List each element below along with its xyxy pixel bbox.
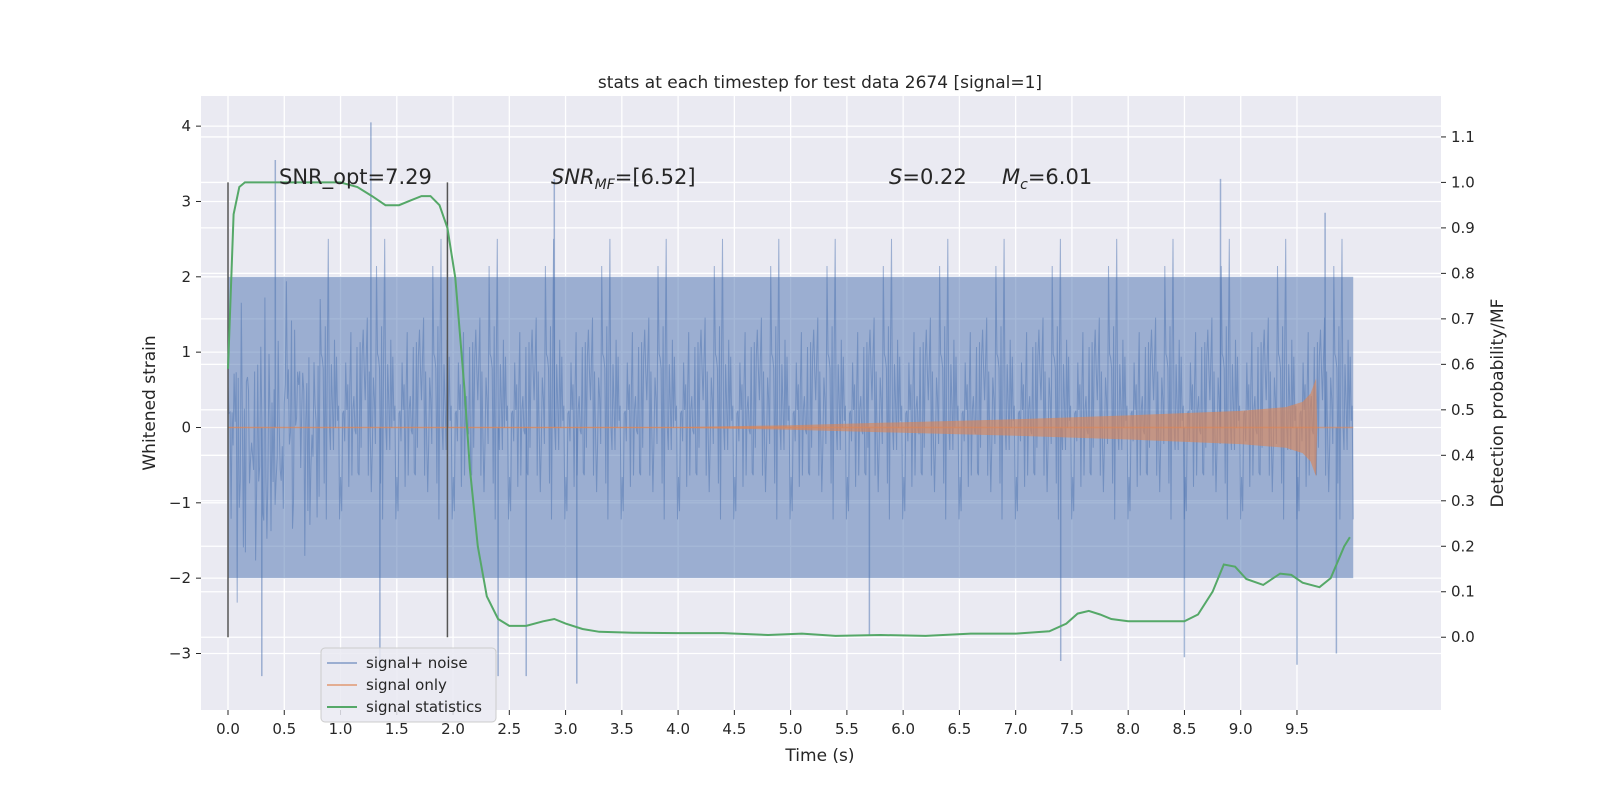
y-tick-label-left: −1 xyxy=(169,494,191,512)
y-tick-label-right: 0.1 xyxy=(1451,583,1475,601)
y-axis-label-left: Whitened strain xyxy=(140,335,160,470)
x-axis-label: Time (s) xyxy=(784,746,854,766)
y-tick-label-left: 2 xyxy=(181,268,191,286)
x-tick-label: 4.0 xyxy=(666,720,690,738)
y-tick-label-right: 0.6 xyxy=(1451,355,1475,373)
x-tick-label: 8.5 xyxy=(1173,720,1197,738)
axes: 0.0 0.5 1.0 1.5 2.0 2.5 3.0 3.5 4.0 4.5 5.0 5.5 6.0 6… xyxy=(169,117,1475,738)
x-tick-label: 6.5 xyxy=(947,720,971,738)
y-tick-label-right: 0.9 xyxy=(1451,219,1475,237)
y-tick-label-left: 4 xyxy=(181,117,191,135)
x-tick-label: 9.5 xyxy=(1285,720,1309,738)
s-annotation: S=0.22 xyxy=(889,165,967,189)
x-tick-label: 1.0 xyxy=(329,720,353,738)
signal-noise-peaks xyxy=(261,122,1338,684)
y-tick-label-left: −2 xyxy=(169,569,191,587)
x-tick-label: 6.0 xyxy=(891,720,915,738)
y-tick-label-left: 3 xyxy=(181,192,191,210)
y-tick-label-left: 0 xyxy=(181,418,191,436)
y-tick-label-right: 1.1 xyxy=(1451,128,1475,146)
x-tick-label: 1.5 xyxy=(385,720,409,738)
legend-label-signal-only: signal only xyxy=(366,676,447,694)
y-axis-label-right: Detection probability/MF xyxy=(1488,299,1508,508)
y-tick-label-right: 0.4 xyxy=(1451,446,1475,464)
y-tick-label-left: −3 xyxy=(169,644,191,662)
x-tick-label: 2.0 xyxy=(441,720,465,738)
snr-mf-annotation: SNRMF=[6.52] xyxy=(551,165,696,193)
plot-content xyxy=(227,122,1354,684)
y-tick-label-right: 0.0 xyxy=(1451,628,1475,646)
x-tick-label: 5.5 xyxy=(835,720,859,738)
x-tick-label: 5.0 xyxy=(779,720,803,738)
x-tick-label: 3.0 xyxy=(554,720,578,738)
chart-title: stats at each timestep for test data 267… xyxy=(598,73,1042,93)
x-tick-label: 3.5 xyxy=(610,720,634,738)
legend-label-signal-noise: signal+ noise xyxy=(366,654,468,672)
legend-label-signal-statistics: signal statistics xyxy=(366,698,482,716)
signal-statistics-line xyxy=(227,181,1351,637)
y-tick-label-right: 0.5 xyxy=(1451,401,1475,419)
x-tick-label: 7.5 xyxy=(1060,720,1084,738)
x-tick-label: 0.5 xyxy=(272,720,296,738)
y-tick-label-right: 0.7 xyxy=(1451,310,1475,328)
y-tick-label-right: 0.2 xyxy=(1451,537,1475,555)
legend-box xyxy=(320,647,497,723)
x-tick-label: 2.5 xyxy=(497,720,521,738)
legend: signal+ noise signal only signal statist… xyxy=(320,647,497,723)
snr-opt-annotation: SNR_opt=7.29 xyxy=(279,165,432,190)
y-tick-label-right: 0.8 xyxy=(1451,264,1475,282)
y-tick-label-right: 1.0 xyxy=(1451,173,1475,191)
x-tick-label: 9.0 xyxy=(1229,720,1253,738)
x-tick-label: 4.5 xyxy=(722,720,746,738)
y-tick-label-left: 1 xyxy=(181,343,191,361)
y-tick-label-right: 0.3 xyxy=(1451,492,1475,510)
x-tick-label: 0.0 xyxy=(216,720,240,738)
x-tick-label: 8.0 xyxy=(1116,720,1140,738)
mc-annotation: Mc=6.01 xyxy=(1002,165,1092,193)
x-tick-label: 7.0 xyxy=(1004,720,1028,738)
